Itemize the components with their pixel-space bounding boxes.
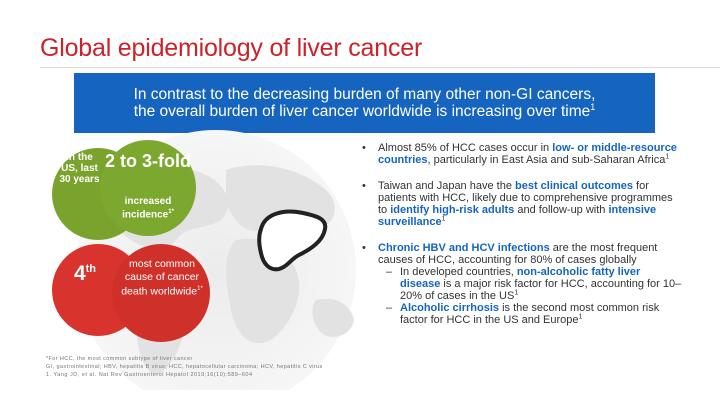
- increased-incidence-label: increased incidence1*: [122, 196, 174, 221]
- subfact-alcoholic-cirrhosis: – Alcoholic cirrhosis is the second most…: [386, 302, 660, 326]
- incidence-increase-circle: [100, 140, 196, 236]
- cancer-death-rank-circle: [112, 244, 210, 342]
- fact-low-middle-resource: • Almost 85% of HCC cases occur in low- …: [362, 142, 677, 166]
- banner-line-1: In contrast to the decreasing burden of …: [133, 86, 596, 103]
- sub-bullet-marker: –: [386, 302, 393, 314]
- title-divider: [40, 67, 720, 68]
- banner-line-2: the overall burden of liver cancer world…: [133, 101, 596, 120]
- bullet-marker: •: [362, 180, 366, 192]
- fact-taiwan-japan-outcomes: • Taiwan and Japan have the best clinica…: [362, 180, 673, 228]
- footnote-line-1: *For HCC, the most common subtype of liv…: [46, 356, 193, 362]
- subfact-nafld: – In developed countries, non-alcoholic …: [386, 266, 682, 302]
- fact-hbv-hcv-causes: • Chronic HBV and HCV infections are the…: [362, 242, 682, 326]
- cancer-death-rank-description: most common cause of cancer death worldw…: [121, 258, 203, 298]
- incidence-fold-headline: 2 to 3-fold: [105, 151, 191, 171]
- us-last-30-years-label: In the US, last 30 years: [59, 152, 100, 185]
- key-message-banner: In contrast to the decreasing burden of …: [74, 73, 655, 133]
- sub-bullet-marker: –: [386, 266, 393, 278]
- page-title: Global epidemiology of liver cancer: [40, 34, 423, 62]
- footnote-line-2: GI, gastrointestinal; HBV, hepatitis B v…: [46, 364, 323, 370]
- key-facts-list: • Almost 85% of HCC cases occur in low- …: [362, 142, 682, 340]
- bullet-marker: •: [362, 142, 366, 154]
- cancer-death-rank: 4th: [73, 262, 97, 285]
- abbreviations-footnote: *For HCC, the most common subtype of liv…: [46, 355, 323, 371]
- reference-citation: 1. Yang JD, et al. Nat Rev Gastroenterol…: [46, 372, 253, 378]
- bullet-marker: •: [362, 242, 366, 254]
- liver-icon: [257, 209, 328, 272]
